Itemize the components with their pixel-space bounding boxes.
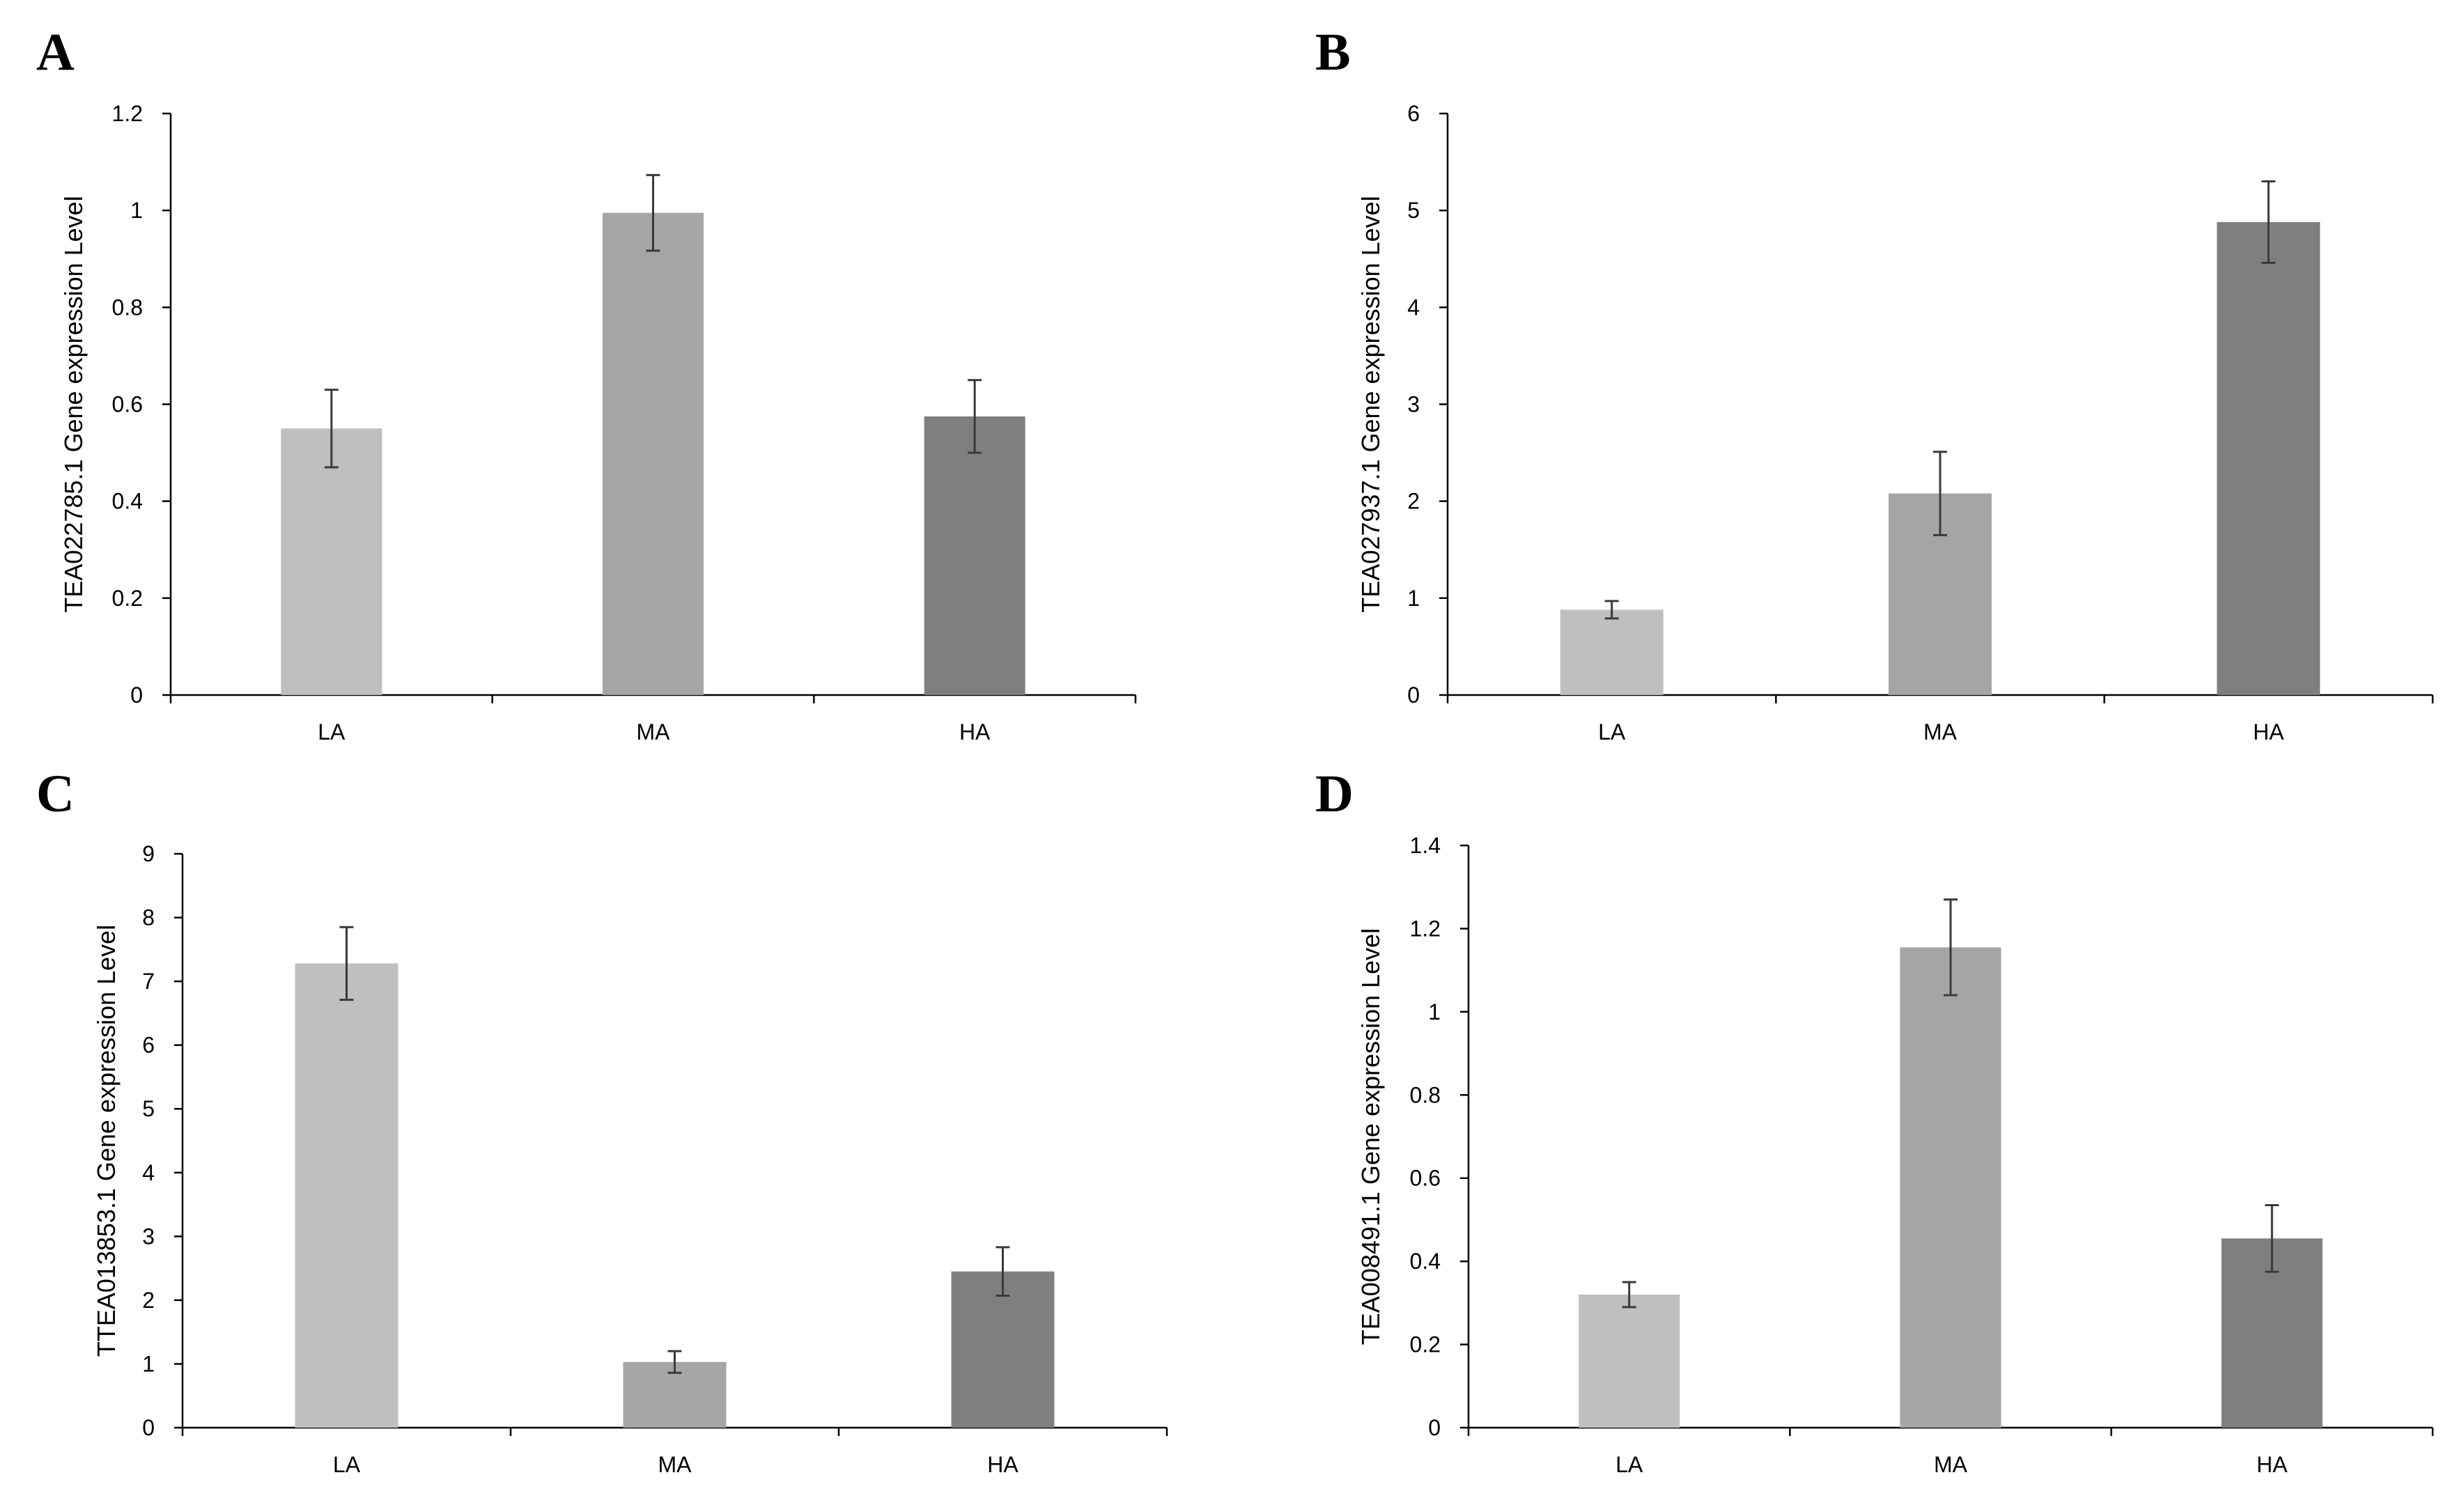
x-category-label: HA [959,719,991,744]
y-tick-label: 0 [130,682,143,708]
y-tick-label: 0 [1428,1415,1441,1440]
y-tick-label: 0.2 [112,586,143,611]
y-tick-label: 6 [1407,101,1420,126]
bar-la [295,963,398,1428]
bar-la [1560,609,1664,695]
bar-ha [2217,221,2320,695]
y-tick-label: 0.6 [1410,1166,1441,1191]
error-bar-ma [667,1350,682,1374]
error-bar-ha [2261,180,2276,264]
x-category-label: LA [1615,1452,1643,1477]
panel-letter: A [36,23,75,81]
x-category-label: HA [987,1452,1018,1477]
x-category-label: LA [1598,719,1626,744]
bar-ma [603,212,704,695]
error-bar-ha [2265,1204,2279,1273]
bar-ma [1900,947,2001,1428]
y-tick-label: 2 [142,1288,155,1313]
bar-la [1579,1294,1680,1428]
y-tick-label: 1 [130,198,143,223]
y-axis-title: TEA027937.1 Gene expression Level [1356,196,1385,612]
panel-letter: C [36,765,75,823]
y-tick-label: 6 [142,1033,155,1058]
x-category-label: LA [318,719,346,744]
y-tick-label: 0.8 [112,295,143,320]
y-tick-label: 8 [142,905,155,930]
y-tick-label: 4 [1407,295,1420,320]
error-bar-ma [1944,898,1958,997]
error-bar-ma [646,173,660,252]
y-tick-label: 0.8 [1410,1082,1441,1107]
y-tick-label: 0 [142,1415,155,1440]
y-tick-label: 1 [1428,999,1441,1024]
y-tick-label: 3 [1407,392,1420,417]
y-tick-label: 5 [1407,198,1420,223]
y-axis-title: TEA022785.1 Gene expression Level [59,196,88,612]
error-bar-la [339,926,354,1001]
error-bar-ha [968,379,982,454]
chart-panel-d: D TEA008491.1 Gene expression Level 0 0.2 0.… [1315,765,2434,1477]
x-category-label: HA [2253,719,2284,744]
chart-panel-a: A TEA022785.1 Gene expression Level 0 0.2 0.… [36,23,1137,744]
y-tick-label: 4 [142,1160,155,1185]
x-category-label: MA [637,719,671,744]
y-tick-label: 0.2 [1410,1332,1441,1357]
panel-letter: B [1315,23,1351,81]
x-category-label: MA [658,1452,692,1477]
y-tick-label: 9 [142,841,155,866]
panel-letter: D [1315,765,1354,823]
x-category-label: LA [333,1452,361,1477]
x-category-label: HA [2256,1452,2288,1477]
chart-panel-b: B TEA027937.1 Gene expression Level 0 1 2 3 4 5… [1315,23,2434,744]
error-bar-ha [995,1246,1010,1297]
bar-la [281,428,382,695]
x-category-label: MA [1923,719,1958,744]
bar-ha [951,1271,1055,1428]
error-bar-la [324,389,339,469]
y-tick-label: 0.4 [112,489,143,514]
y-tick-label: 7 [142,969,155,994]
y-tick-label: 1 [1407,586,1420,611]
y-axis-title: TTEA013853.1 Gene expression Level [92,925,121,1357]
y-tick-label: 1.2 [1410,916,1441,941]
y-tick-label: 1 [142,1351,155,1376]
y-tick-label: 5 [142,1096,155,1121]
y-axis-title: TEA008491.1 Gene expression Level [1356,928,1385,1345]
chart-panel-c: C TTEA013853.1 Gene expression Level 0 1 2 3 4… [36,765,1168,1477]
error-bar-la [1622,1281,1636,1309]
y-tick-label: 2 [1407,489,1420,514]
y-tick-label: 1.2 [112,101,143,126]
y-tick-label: 0 [1407,682,1420,708]
error-bar-la [1604,600,1619,620]
y-tick-label: 0.6 [112,392,143,417]
error-bar-ma [1933,451,1947,536]
y-tick-label: 3 [142,1224,155,1249]
bar-ha [924,416,1025,695]
y-tick-label: 1.4 [1410,833,1441,858]
x-category-label: MA [1934,1452,1968,1477]
y-tick-label: 0.4 [1410,1249,1441,1274]
